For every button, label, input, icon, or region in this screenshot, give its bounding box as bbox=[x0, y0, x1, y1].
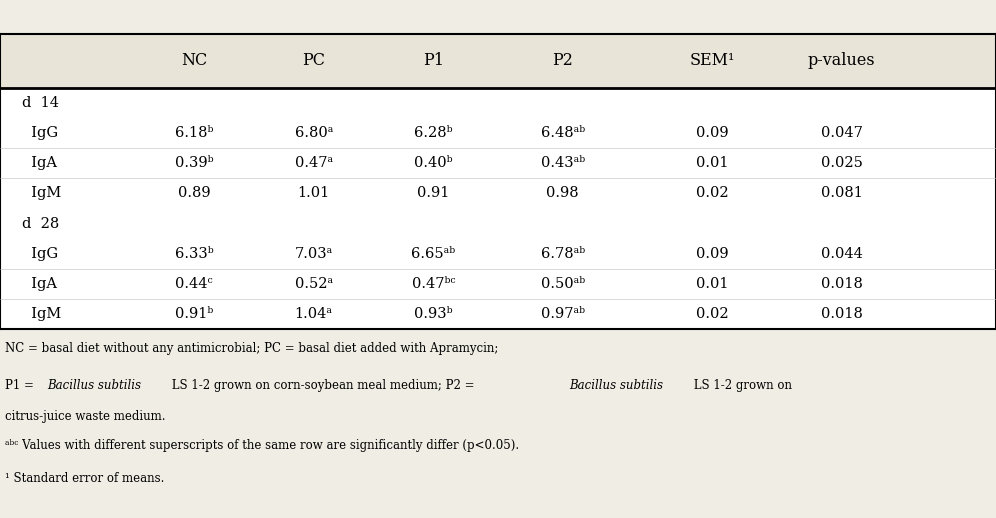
Text: 6.80ᵃ: 6.80ᵃ bbox=[295, 126, 333, 140]
Text: IgM: IgM bbox=[22, 307, 61, 321]
Text: P1: P1 bbox=[422, 52, 444, 69]
Text: 0.044: 0.044 bbox=[821, 247, 863, 261]
Text: 0.01: 0.01 bbox=[696, 277, 728, 291]
Text: SEM¹: SEM¹ bbox=[689, 52, 735, 69]
Text: 6.48ᵃᵇ: 6.48ᵃᵇ bbox=[541, 126, 585, 140]
Text: 0.39ᵇ: 0.39ᵇ bbox=[175, 156, 213, 170]
Text: d  28: d 28 bbox=[22, 217, 59, 231]
Text: IgM: IgM bbox=[22, 186, 61, 200]
Text: 0.02: 0.02 bbox=[696, 307, 728, 321]
Text: Bacillus subtilis: Bacillus subtilis bbox=[47, 379, 141, 392]
Text: 0.91ᵇ: 0.91ᵇ bbox=[175, 307, 213, 321]
Text: 0.018: 0.018 bbox=[821, 307, 863, 321]
Text: d  14: d 14 bbox=[22, 96, 59, 110]
Text: 0.09: 0.09 bbox=[696, 247, 728, 261]
Text: 0.081: 0.081 bbox=[821, 186, 863, 200]
Text: IgA: IgA bbox=[22, 277, 57, 291]
Text: 0.91: 0.91 bbox=[417, 186, 449, 200]
Text: 6.33ᵇ: 6.33ᵇ bbox=[175, 247, 213, 261]
Text: 0.047: 0.047 bbox=[821, 126, 863, 140]
Text: 0.47ᵇᶜ: 0.47ᵇᶜ bbox=[411, 277, 455, 291]
Text: IgG: IgG bbox=[22, 126, 58, 140]
Text: 0.02: 0.02 bbox=[696, 186, 728, 200]
Text: IgG: IgG bbox=[22, 247, 58, 261]
Text: 0.018: 0.018 bbox=[821, 277, 863, 291]
Text: Bacillus subtilis: Bacillus subtilis bbox=[569, 379, 662, 392]
Text: P1 =: P1 = bbox=[5, 379, 38, 392]
Text: 0.40ᵇ: 0.40ᵇ bbox=[414, 156, 452, 170]
Text: 0.09: 0.09 bbox=[696, 126, 728, 140]
Text: 0.47ᵃ: 0.47ᵃ bbox=[295, 156, 333, 170]
Text: 7.03ᵃ: 7.03ᵃ bbox=[295, 247, 333, 261]
Text: IgA: IgA bbox=[22, 156, 57, 170]
Text: NC: NC bbox=[181, 52, 207, 69]
Text: ¹ Standard error of means.: ¹ Standard error of means. bbox=[5, 472, 164, 485]
Text: 0.43ᵃᵇ: 0.43ᵃᵇ bbox=[541, 156, 585, 170]
Text: 0.97ᵃᵇ: 0.97ᵃᵇ bbox=[541, 307, 585, 321]
Text: 1.01: 1.01 bbox=[298, 186, 330, 200]
Text: citrus-juice waste medium.: citrus-juice waste medium. bbox=[5, 410, 165, 423]
Text: p-values: p-values bbox=[808, 52, 875, 69]
Text: 0.89: 0.89 bbox=[178, 186, 210, 200]
Text: 6.28ᵇ: 6.28ᵇ bbox=[414, 126, 452, 140]
Bar bbox=[0, 34, 996, 88]
Text: 0.52ᵃ: 0.52ᵃ bbox=[295, 277, 333, 291]
Text: 0.025: 0.025 bbox=[821, 156, 863, 170]
Text: 1.04ᵃ: 1.04ᵃ bbox=[295, 307, 333, 321]
Text: 0.50ᵃᵇ: 0.50ᵃᵇ bbox=[541, 277, 585, 291]
Text: 0.98: 0.98 bbox=[547, 186, 579, 200]
Text: 6.78ᵃᵇ: 6.78ᵃᵇ bbox=[541, 247, 585, 261]
Text: 6.65ᵃᵇ: 6.65ᵃᵇ bbox=[411, 247, 455, 261]
Text: PC: PC bbox=[302, 52, 326, 69]
Text: 0.93ᵇ: 0.93ᵇ bbox=[414, 307, 452, 321]
Text: P2: P2 bbox=[553, 52, 573, 69]
Text: 6.18ᵇ: 6.18ᵇ bbox=[175, 126, 213, 140]
Text: LS 1-2 grown on: LS 1-2 grown on bbox=[690, 379, 792, 392]
Text: ᵃᵇᶜ Values with different superscripts of the same row are significantly differ : ᵃᵇᶜ Values with different superscripts o… bbox=[5, 439, 519, 452]
Text: NC = basal diet without any antimicrobial; PC = basal diet added with Apramycin;: NC = basal diet without any antimicrobia… bbox=[5, 342, 498, 355]
Text: 0.44ᶜ: 0.44ᶜ bbox=[175, 277, 213, 291]
Text: 0.01: 0.01 bbox=[696, 156, 728, 170]
Bar bbox=[0, 34, 996, 329]
Text: LS 1-2 grown on corn-soybean meal medium; P2 =: LS 1-2 grown on corn-soybean meal medium… bbox=[168, 379, 479, 392]
